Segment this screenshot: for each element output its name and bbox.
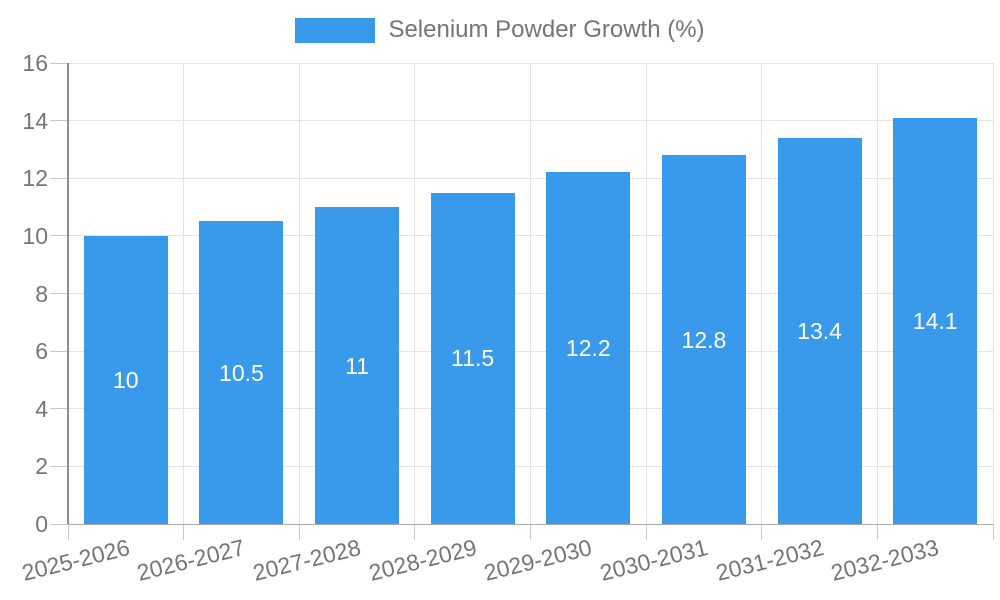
legend-swatch[interactable]: [295, 17, 376, 43]
bar-value-label: 13.4: [797, 317, 842, 344]
y-axis-line: [67, 63, 69, 524]
y-axis-tick-label: 0: [35, 511, 48, 537]
x-axis-tick: [530, 524, 531, 540]
x-axis-tick-label: 2029-2030: [481, 534, 595, 586]
v-gridline: [414, 63, 416, 524]
x-axis-tick-label: 2032-2033: [828, 534, 942, 586]
x-axis-tick-label: 2030-2031: [597, 534, 711, 586]
x-axis-tick: [645, 524, 647, 540]
x-axis-tick: [876, 524, 878, 540]
bar-value-label: 14.1: [912, 307, 958, 334]
x-axis-tick-label: 2028-2029: [365, 534, 479, 586]
y-axis-tick: [50, 293, 69, 294]
legend[interactable]: Selenium Powder Growth (%): [0, 15, 1000, 45]
x-axis-tick: [183, 524, 185, 540]
y-axis-tick: [50, 350, 69, 352]
bar-value-label: 11.5: [451, 345, 495, 372]
x-axis-tick-label: 2031-2032: [712, 534, 826, 586]
bar[interactable]: [83, 235, 168, 524]
x-axis-tick: [298, 524, 300, 540]
legend-label: Selenium Powder Growth (%): [388, 16, 705, 43]
v-gridline: [645, 63, 647, 524]
bar-value-label: 12.2: [565, 335, 611, 362]
bar[interactable]: [430, 192, 515, 524]
bar[interactable]: [777, 137, 862, 524]
y-axis-tick-label: 12: [22, 165, 48, 192]
y-axis-tick: [50, 465, 69, 467]
y-axis-tick-label: 8: [35, 280, 48, 307]
v-gridline: [183, 63, 185, 524]
y-axis-tick: [50, 235, 69, 237]
bar-value-label: 12.8: [681, 326, 727, 353]
y-axis-tick-label: 2: [35, 453, 48, 480]
bar[interactable]: [546, 172, 631, 524]
bar-value-label: 10.5: [219, 359, 264, 386]
y-axis-tick: [50, 523, 69, 525]
bar[interactable]: [199, 221, 284, 524]
x-axis-line: [68, 523, 993, 525]
x-axis-tick-label: 2027-2028: [250, 534, 364, 586]
bar[interactable]: [315, 207, 400, 524]
x-axis-tick: [414, 524, 416, 540]
v-gridline: [992, 63, 994, 524]
bar-value-label: 10: [113, 366, 139, 393]
y-axis-tick-label: 14: [22, 107, 48, 134]
y-axis-tick-label: 10: [22, 222, 48, 249]
y-axis-tick: [50, 177, 69, 179]
x-axis-tick-label: 2025-2026: [19, 534, 133, 586]
x-axis-tick: [761, 524, 763, 540]
y-axis-tick: [50, 408, 69, 410]
v-gridline: [761, 63, 763, 524]
x-axis-tick: [67, 524, 69, 540]
v-gridline: [298, 63, 300, 524]
y-axis-tick: [50, 120, 69, 122]
y-axis-tick-label: 6: [35, 338, 48, 365]
y-axis-tick-label: 4: [35, 395, 48, 422]
bar[interactable]: [661, 155, 746, 524]
x-axis-tick: [992, 524, 994, 540]
x-axis-tick-label: 2026-2027: [134, 534, 248, 586]
y-axis-tick: [50, 62, 69, 64]
y-axis-tick-label: 16: [22, 50, 48, 76]
v-gridline: [530, 63, 531, 524]
bar[interactable]: [893, 117, 978, 524]
v-gridline: [876, 63, 878, 524]
bar-value-label: 11: [345, 352, 369, 379]
